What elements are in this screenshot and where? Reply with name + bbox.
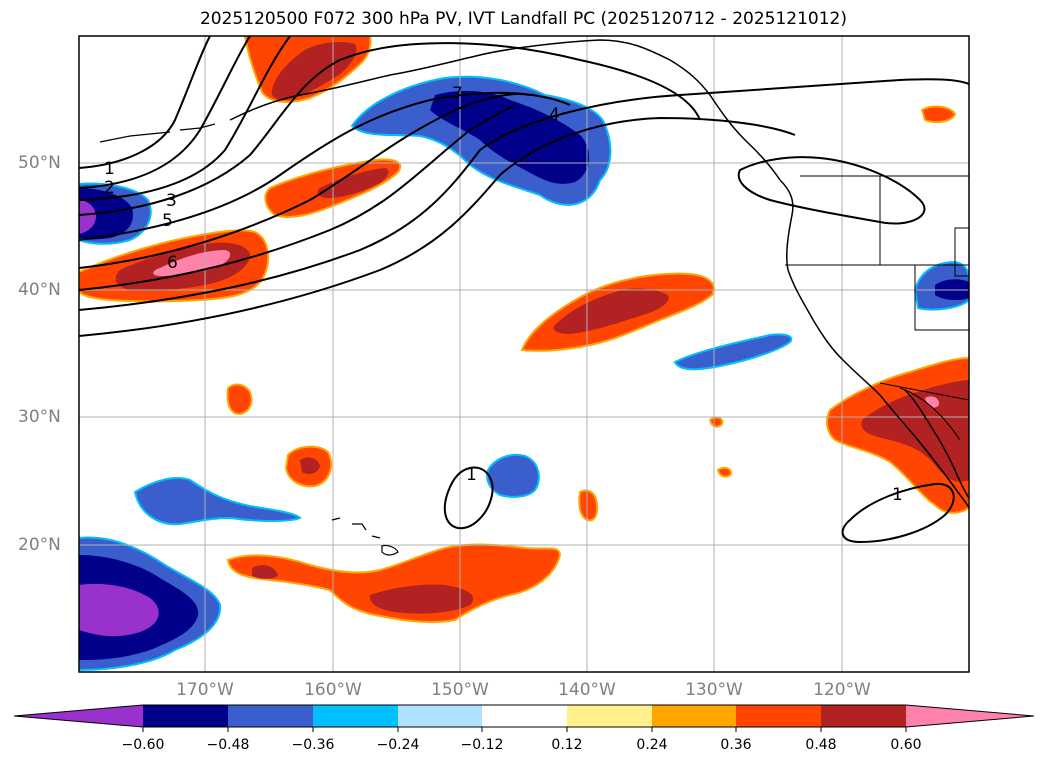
contour-label: 2 [104,178,115,198]
contour-4 [79,42,701,216]
contour-6 [79,93,531,269]
colorbar-tick-label: −0.48 [206,737,250,753]
colorbar-swatch [736,705,821,727]
blob-pos-jet-pink [153,250,231,276]
colorbar-swatch [821,705,906,727]
blob-pos-small-6 [920,105,957,123]
blob-pos-central-core [553,288,669,334]
contour-1-central [443,466,494,530]
contour-label: 5 [162,211,173,231]
contour-label: 1 [104,159,115,179]
colorbar-swatch [398,705,482,727]
lat-label: 40°N [18,280,61,300]
contour-label: 1 [466,465,477,485]
contour-3 [79,36,291,201]
coastlines [229,39,969,509]
lon-label: 170°W [176,680,234,700]
colorbar-swatch [567,705,652,727]
colorbar-tick-label: −0.24 [376,737,420,753]
baja-coast [904,389,969,499]
lat-label: 20°N [18,535,61,555]
map-title: 2025120500 F072 300 hPa PV, IVT Landfall… [199,9,847,29]
colorbar-tick-label: 0.60 [890,737,922,753]
blob-neg-west-core [79,188,134,240]
colorbar-swatch [143,705,228,727]
blob-pos-subtropical [226,543,562,624]
blob-neg-central [486,453,540,498]
map-frame [78,35,970,673]
blob-neg-subtropical-purple [79,583,159,637]
lat-label: 30°N [18,407,61,427]
contour-label: 4 [549,105,560,125]
lon-label: 150°W [431,680,489,700]
colorbar-tick-label: 0.12 [551,737,583,753]
lon-label: 130°W [685,680,743,700]
colorbar-swatch [313,705,398,727]
contour-7 [79,104,516,291]
blob-pos-subtropical-small [252,565,278,579]
lon-label: 140°W [558,680,616,700]
negative-anomaly-regions [79,75,969,672]
colorbar-tick-label: −0.36 [291,737,335,753]
islands [99,123,399,556]
colorbar-tick-label: 0.36 [720,737,752,753]
colorbar-swatch [228,705,313,727]
blob-pos-subtropical-core [369,584,474,614]
blob-pos-small-5 [716,466,733,478]
contour-outer-a [79,78,969,311]
positive-anomaly-regions [79,36,969,624]
blob-neg-gulf-core [430,90,590,184]
blob-pos-small-4 [708,416,724,428]
contour-1 [79,36,211,169]
contour-2 [79,36,251,189]
colorbar-swatch [652,705,736,727]
blob-pos-small-3 [578,489,599,522]
contour-1-southeast [841,482,955,544]
contour-5 [79,91,571,241]
colorbar-tick-label: 0.48 [805,737,837,753]
ivt-contours [79,36,969,544]
alaska-coast [229,39,781,181]
blob-pos-aleutian-core [271,42,357,100]
graticule [79,36,969,672]
colorbar-swatch [482,705,567,727]
contour-label: 6 [167,253,178,273]
contour-label: 7 [452,84,463,104]
lat-label: 50°N [18,153,61,173]
colorbar-tick-label: 0.24 [636,737,668,753]
lon-label: 160°W [304,680,362,700]
contour-outer-b [79,116,796,337]
lon-label: 120°W [813,680,871,700]
blob-pos-small-2 [226,383,253,416]
colorbar-extend-high [906,705,1034,727]
contour-labels: 1 2 3 4 5 6 7 1 1 [104,84,903,505]
contour-1-east [737,156,926,225]
blob-pos-small-1-core [300,457,320,474]
contour-label: 3 [166,191,177,211]
blob-pos-jet-mid-core [317,168,389,198]
colorbar [13,704,1035,732]
colorbar-tick-label: −0.12 [460,737,504,753]
blob-neg-east-streak [673,333,793,371]
bc-coast [779,179,969,509]
blob-neg-west-purple [79,200,96,234]
colorbar-tick-label: −0.60 [121,737,165,753]
contour-label: 1 [892,485,903,505]
blob-neg-hawaii-north [133,477,302,526]
colorbar-extend-low [14,705,143,727]
